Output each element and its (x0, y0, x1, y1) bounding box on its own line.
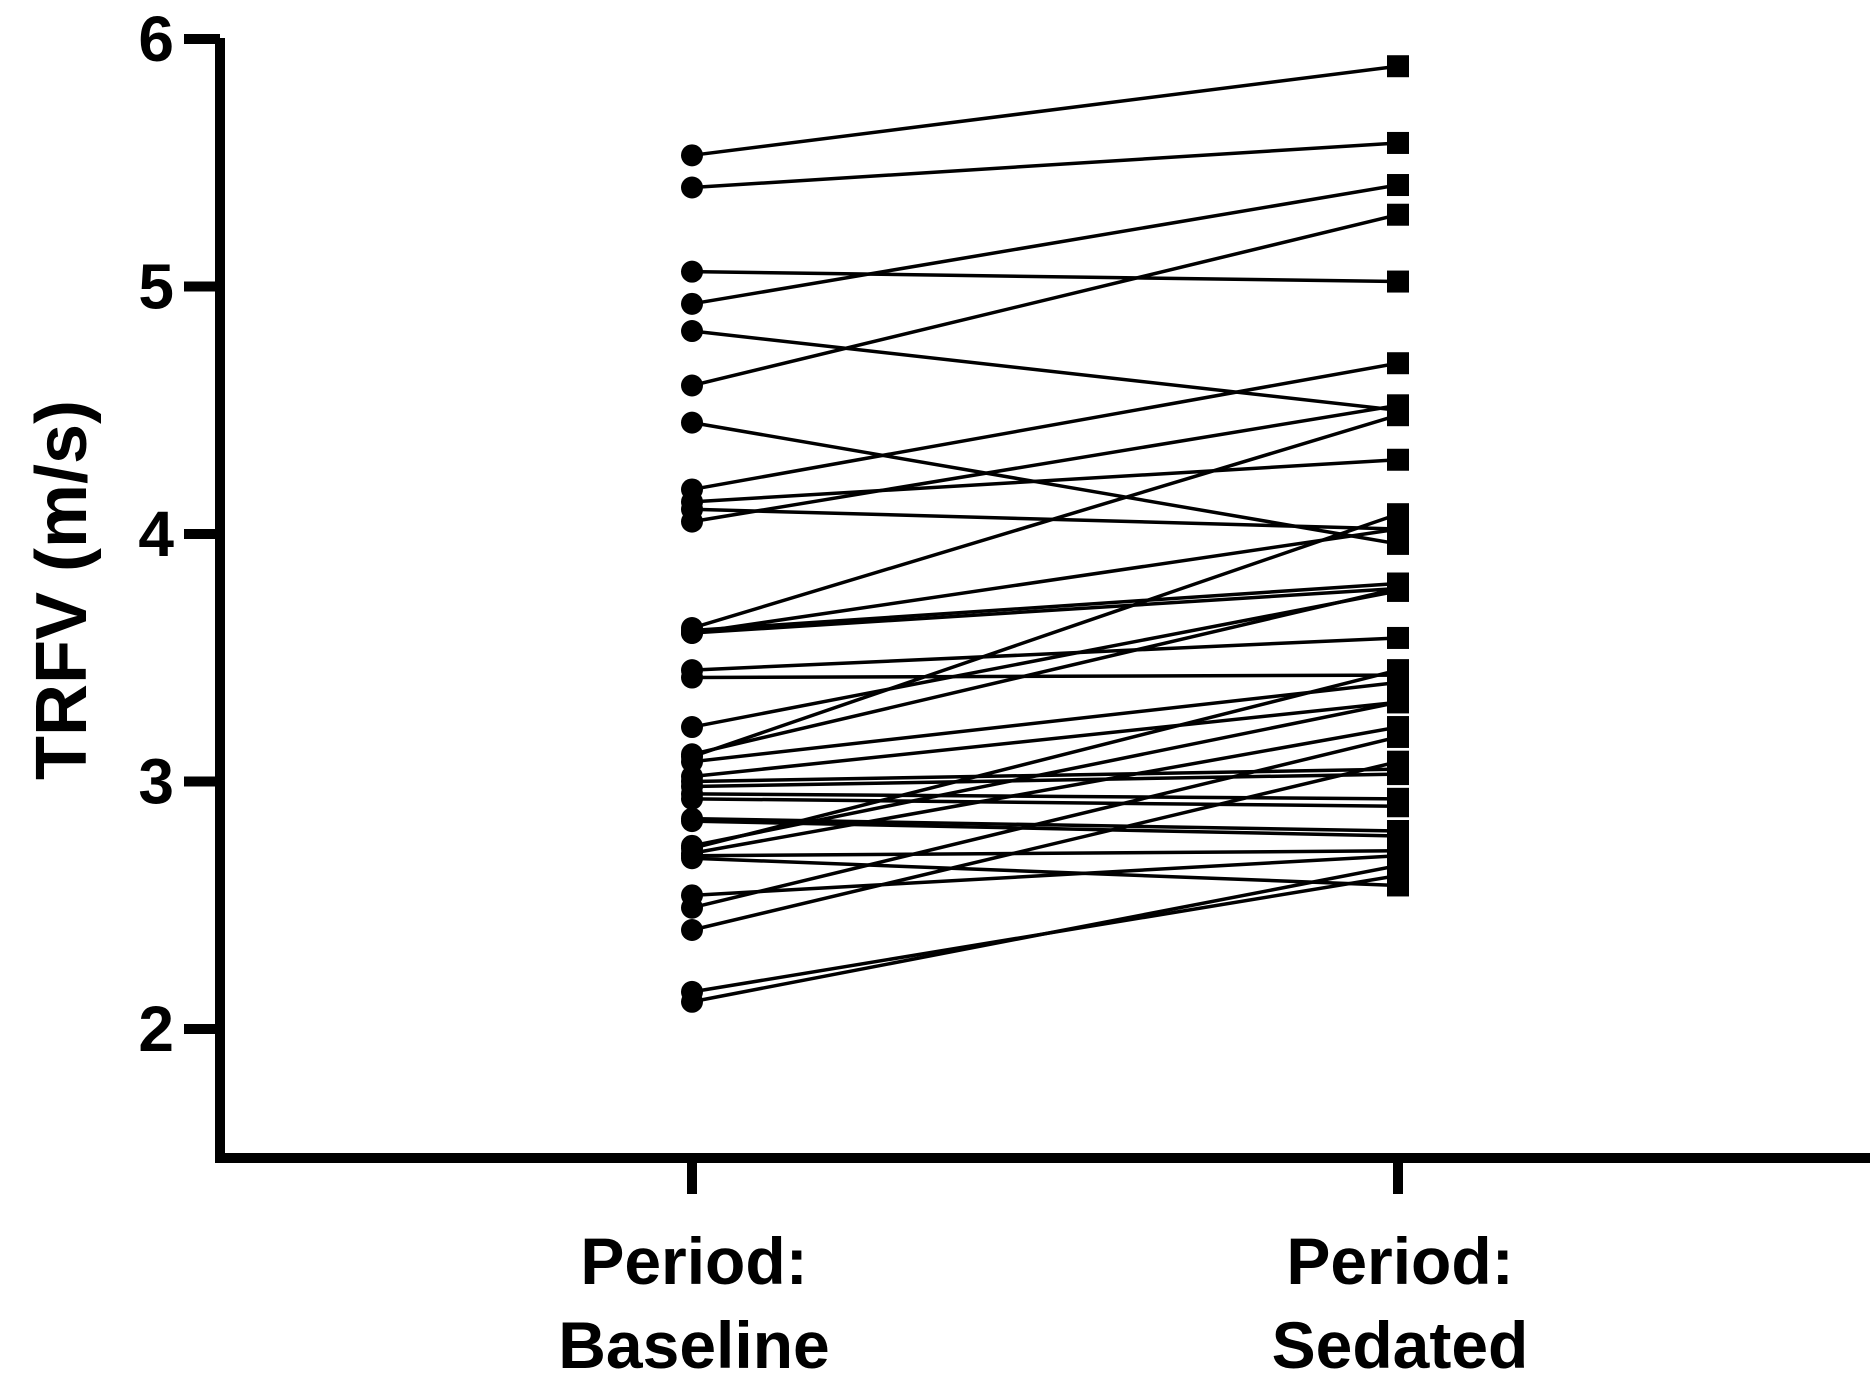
baseline-point-38 (681, 990, 703, 1013)
baseline-point-7 (681, 411, 703, 434)
series-line-11 (691, 507, 1399, 531)
series-line-15 (691, 586, 1399, 635)
sedated-point-36 (1387, 750, 1409, 773)
series-line-13 (691, 527, 1399, 635)
baseline-point-15 (681, 622, 703, 644)
series-line-36 (691, 759, 1399, 932)
series-line-26 (691, 797, 1399, 808)
series-lines (691, 64, 1399, 1004)
series-line-38 (691, 863, 1399, 1004)
series-line-6 (691, 329, 1399, 412)
x-category-label: Baseline (558, 1308, 829, 1382)
baseline-point-5 (681, 260, 703, 283)
baseline-point-11 (681, 498, 703, 521)
y-tick-label: 5 (138, 251, 174, 323)
sedated-point-2 (1387, 131, 1409, 154)
baseline-point-3 (681, 292, 703, 315)
series-line-29 (691, 700, 1399, 848)
series-line-1 (691, 64, 1399, 158)
series-line-2 (691, 141, 1399, 190)
series-line-10 (691, 458, 1399, 504)
y-tick-label: 4 (138, 498, 174, 570)
sedated-point-29 (1387, 691, 1409, 714)
series-line-17 (691, 673, 1399, 680)
series-line-32 (691, 849, 1399, 858)
sedated-point-10 (1387, 448, 1409, 471)
x-category-label: Sedated (1272, 1308, 1529, 1382)
sedated-point-8 (1387, 352, 1409, 375)
series-line-19 (691, 586, 1399, 756)
sedated-point-16 (1387, 626, 1409, 649)
baseline-point-6 (681, 320, 703, 343)
sedated-point-26 (1387, 795, 1409, 818)
series-line-25 (691, 792, 1399, 801)
series-line-3 (691, 183, 1399, 306)
axes (184, 34, 1870, 1194)
series-line-16 (691, 636, 1399, 672)
baseline-point-26 (681, 787, 703, 810)
sedated-point-12 (1387, 404, 1409, 427)
series-line-22 (691, 700, 1399, 779)
series-line-31 (691, 725, 1399, 855)
baseline-point-17 (681, 666, 703, 689)
series-line-34 (691, 854, 1399, 898)
axis-labels: 2 3 4 5 6 Period: Baseline Period: Sedated TRFV (… (22, 3, 1528, 1382)
x-category-label: Period: (580, 1224, 807, 1298)
series-line-30 (691, 668, 1399, 851)
baseline-point-28 (681, 810, 703, 833)
y-tick-label: 6 (138, 3, 174, 75)
sedated-point-4 (1387, 203, 1409, 226)
x-category-label: Period: (1286, 1224, 1513, 1298)
series-line-21 (691, 680, 1399, 764)
series-line-33 (691, 856, 1399, 888)
baseline-point-35 (681, 896, 703, 919)
sedated-point-20 (1387, 503, 1409, 526)
y-tick-label: 2 (138, 993, 174, 1065)
series-line-24 (691, 772, 1399, 789)
sedated-point-19 (1387, 577, 1409, 600)
y-axis-title: TRFV (m/s) (22, 400, 102, 780)
series-markers (681, 55, 1409, 1013)
baseline-point-1 (681, 144, 703, 167)
sedated-point-35 (1387, 725, 1409, 748)
series-line-7 (691, 420, 1399, 546)
series-line-8 (691, 361, 1399, 492)
baseline-point-33 (681, 847, 703, 870)
sedated-point-38 (1387, 854, 1409, 877)
y-tick-label: 3 (138, 746, 174, 818)
series-line-5 (691, 269, 1399, 284)
baseline-point-2 (681, 176, 703, 199)
series-line-9 (691, 403, 1399, 524)
series-line-4 (691, 213, 1399, 388)
baseline-point-18 (681, 716, 703, 739)
sedated-point-5 (1387, 270, 1409, 293)
series-line-14 (691, 581, 1399, 633)
series-line-12 (691, 413, 1399, 630)
sedated-point-1 (1387, 55, 1409, 78)
sedated-point-3 (1387, 174, 1409, 197)
series-line-20 (691, 512, 1399, 759)
sedated-point-30 (1387, 659, 1409, 682)
baseline-point-4 (681, 374, 703, 397)
series-line-18 (691, 589, 1399, 729)
series-line-35 (691, 735, 1399, 910)
baseline-point-36 (681, 919, 703, 941)
